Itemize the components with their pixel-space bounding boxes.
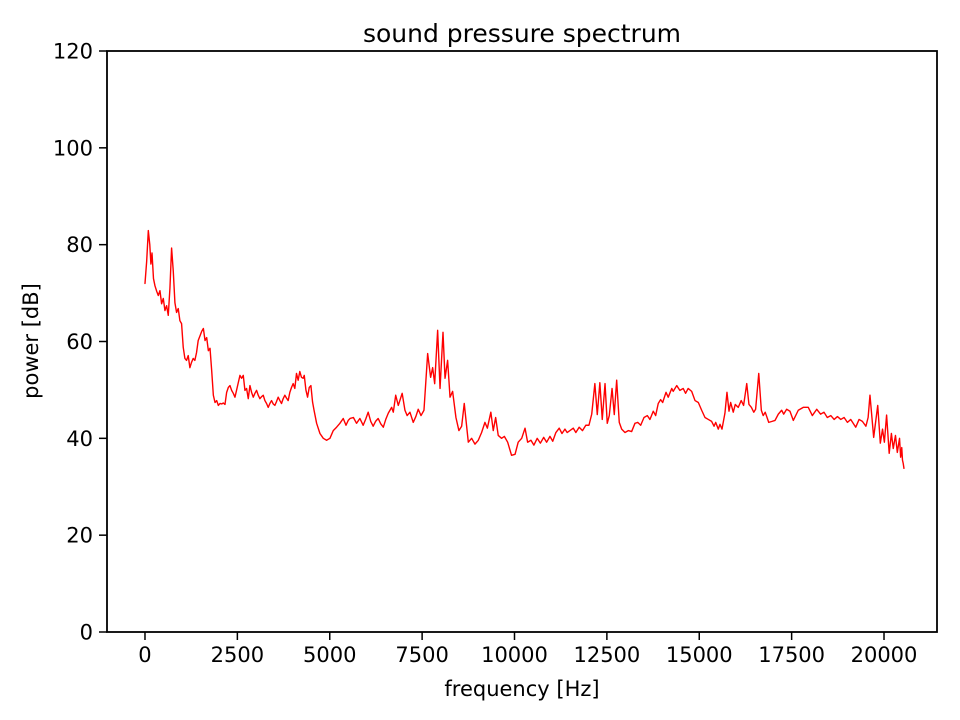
y-tick-label: 0: [80, 621, 93, 645]
x-tick-label: 10000: [481, 643, 548, 667]
x-tick-label: 12500: [573, 643, 640, 667]
x-tick-label: 0: [138, 643, 151, 667]
x-axis-label: frequency [Hz]: [444, 677, 599, 701]
x-tick-label: 7500: [395, 643, 448, 667]
x-tick-label: 15000: [666, 643, 733, 667]
plot-border: [106, 50, 938, 633]
y-axis-label: power [dB]: [19, 283, 43, 399]
y-tick-label: 60: [66, 330, 93, 354]
x-tick-label: 5000: [303, 643, 356, 667]
x-tick-label: 17500: [758, 643, 825, 667]
y-tick-label: 40: [66, 427, 93, 451]
y-tick-label: 120: [53, 40, 93, 64]
spectrum-line: [144, 229, 905, 470]
chart-title: sound pressure spectrum: [363, 19, 681, 48]
x-tick-label: 2500: [211, 643, 264, 667]
x-axis-ticks: 0 2500 5000 7500 10000 12500 15000 17500 20000: [138, 632, 917, 667]
y-tick-label: 20: [66, 524, 93, 548]
x-tick-label: 20000: [851, 643, 918, 667]
y-tick-label: 80: [66, 233, 93, 257]
y-tick-label: 100: [53, 136, 93, 160]
y-axis-ticks: 0 20 40 60 80 100 120: [53, 40, 107, 645]
